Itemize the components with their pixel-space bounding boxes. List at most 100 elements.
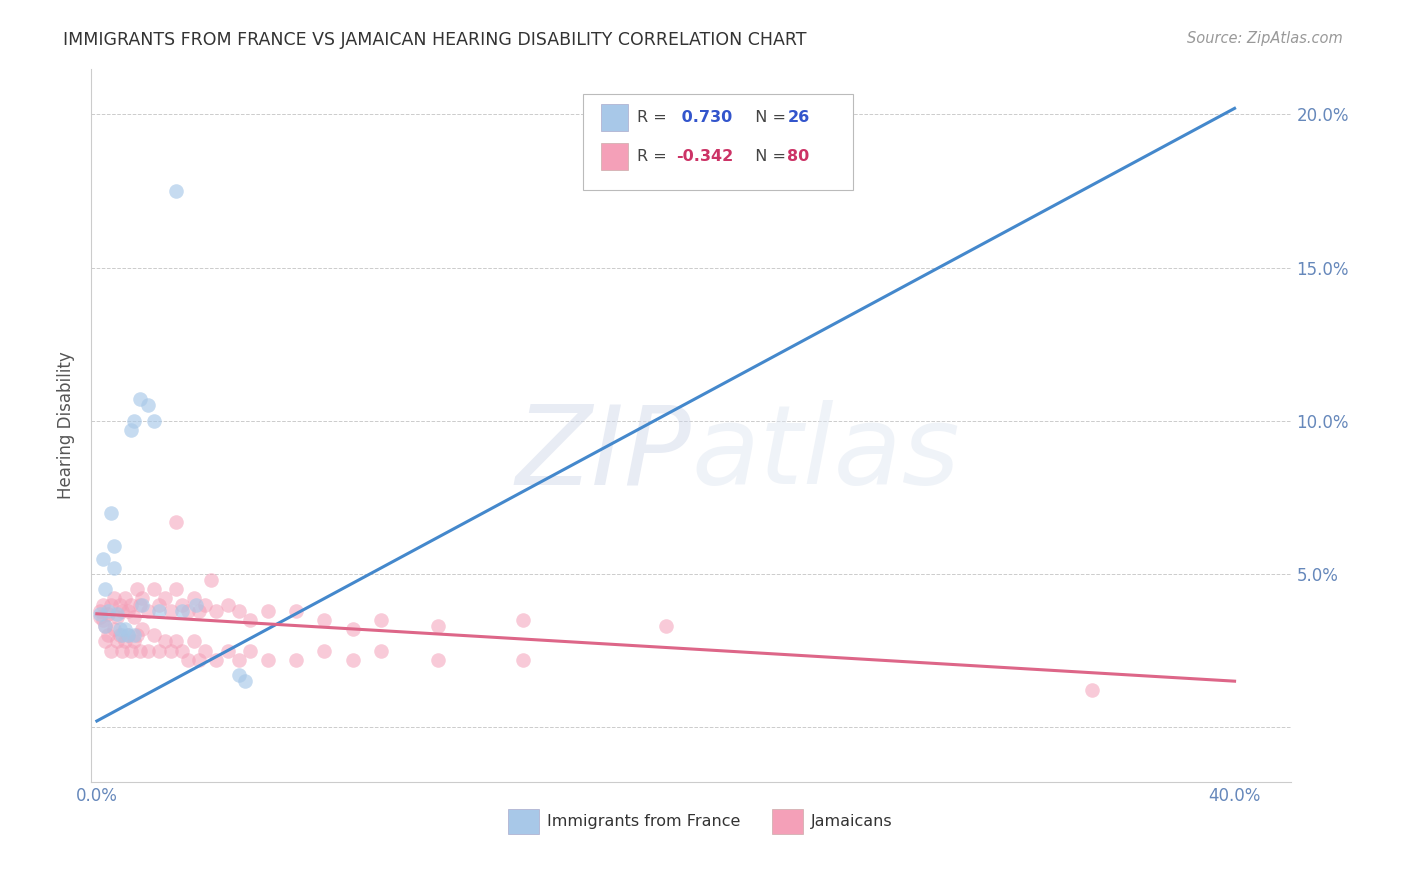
Text: N =: N = [745,149,792,164]
Point [194,643,217,657]
Point [228,653,250,667]
Text: ZIP: ZIP [516,401,692,508]
Point [654,619,676,633]
Point [284,653,307,667]
Text: -0.342: -0.342 [676,149,733,164]
Point [120,423,142,437]
Point [97,628,120,642]
Point [103,591,125,606]
Point [177,653,200,667]
Point [94,582,117,597]
Point [314,613,336,627]
Bar [602,143,627,170]
Point [100,506,122,520]
Point [512,653,534,667]
Point [183,634,205,648]
Point [256,604,278,618]
Point [172,643,194,657]
Point [131,591,153,606]
Point [166,515,188,529]
Point [142,628,165,642]
Point [125,582,148,597]
Point [153,591,176,606]
FancyBboxPatch shape [583,94,853,190]
Point [128,598,150,612]
Text: atlas: atlas [692,401,960,508]
Point [205,653,228,667]
Point [108,628,131,642]
Point [1081,683,1104,698]
Point [166,184,188,198]
Point [108,598,131,612]
Point [91,551,114,566]
Point [111,643,134,657]
Point [153,634,176,648]
Point [94,619,117,633]
Point [136,604,159,618]
Text: Jamaicans: Jamaicans [811,814,893,829]
Point [111,604,134,618]
Point [148,604,170,618]
Point [89,607,111,621]
Bar [602,103,627,131]
Point [122,610,145,624]
Point [114,591,136,606]
Point [120,598,142,612]
Point [512,613,534,627]
Text: Immigrants from France: Immigrants from France [547,814,741,829]
Point [239,613,262,627]
Point [166,582,188,597]
Point [228,668,250,682]
Point [89,604,111,618]
Point [188,653,211,667]
Point [200,573,222,587]
Point [91,613,114,627]
Text: Source: ZipAtlas.com: Source: ZipAtlas.com [1187,31,1343,46]
Bar [772,809,803,834]
Point [117,628,139,642]
Point [142,582,165,597]
Point [105,610,128,624]
Point [89,610,111,624]
Point [117,604,139,618]
Point [131,622,153,636]
Point [131,598,153,612]
Point [114,622,136,636]
Point [342,653,364,667]
Point [159,604,181,618]
Point [100,643,122,657]
Point [166,634,188,648]
Point [427,619,450,633]
Point [205,604,228,618]
Point [370,613,392,627]
Point [177,604,200,618]
Point [114,634,136,648]
Point [103,540,125,554]
Point [159,643,181,657]
Text: R =: R = [637,110,672,125]
Point [122,628,145,642]
Point [370,643,392,657]
Y-axis label: Hearing Disability: Hearing Disability [58,351,75,500]
Point [186,598,208,612]
Point [122,634,145,648]
Point [97,604,120,618]
Text: 80: 80 [787,149,810,164]
Point [117,628,139,642]
Point [239,643,262,657]
Point [217,643,239,657]
Point [284,604,307,618]
Point [103,622,125,636]
Point [142,414,165,428]
Text: 0.730: 0.730 [676,110,733,125]
Point [256,653,278,667]
Point [108,622,131,636]
Bar [508,809,538,834]
Point [148,598,170,612]
Point [148,643,170,657]
Point [136,399,159,413]
Point [120,643,142,657]
Text: 26: 26 [787,110,810,125]
Point [427,653,450,667]
Point [233,674,256,689]
